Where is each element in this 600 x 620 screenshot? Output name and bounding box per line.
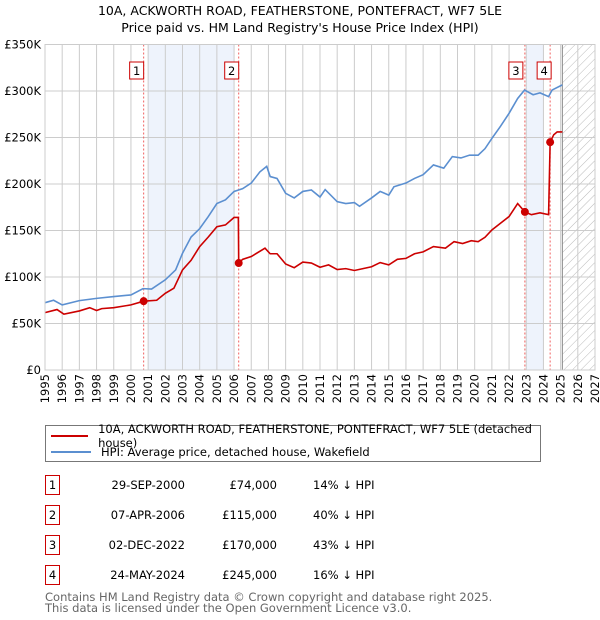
marker-badge: 1 <box>45 475 60 495</box>
hpi-diff: 43% ↓ HPI <box>313 538 375 552</box>
marker-box <box>508 61 524 80</box>
sale-date: 24-MAY-2024 <box>110 568 185 582</box>
x-tick-label: 2008 <box>261 374 275 403</box>
legend-swatch-blue <box>51 451 91 453</box>
x-tick-label: 1995 <box>38 374 52 403</box>
x-tick-label: 2006 <box>227 374 241 403</box>
x-tick-label: 2019 <box>451 374 465 403</box>
chart-subtitle: Price paid vs. HM Land Registry's House … <box>121 20 479 35</box>
footer-licence: This data is licensed under the Open Gov… <box>45 601 412 615</box>
sale-price: £74,000 <box>229 478 277 492</box>
legend-label: HPI: Average price, detached house, Wake… <box>101 445 370 459</box>
sale-price: £170,000 <box>222 538 277 552</box>
x-tick-label: 1996 <box>55 374 69 403</box>
footer-copyright: Contains HM Land Registry data © Crown c… <box>45 590 493 604</box>
marker-label: 1 <box>133 64 140 78</box>
x-tick-label: 2027 <box>588 374 600 403</box>
x-tick-label: 2003 <box>176 374 190 403</box>
legend-item-property: 10A, ACKWORTH ROAD, FEATHERSTONE, PONTEF… <box>46 422 540 450</box>
x-tick-label: 2025 <box>554 374 568 403</box>
chart-title: 10A, ACKWORTH ROAD, FEATHERSTONE, PONTEF… <box>97 3 503 18</box>
sale-price: £245,000 <box>222 568 277 582</box>
marker-label: 2 <box>228 64 235 78</box>
y-tick-label: £0 <box>26 363 41 377</box>
sale-marker-2: 2 <box>224 61 240 80</box>
x-tick-label: 2015 <box>382 374 396 403</box>
x-tick-label: 2011 <box>313 374 327 403</box>
y-tick-label: £300K <box>4 84 41 98</box>
x-tick-label: 2016 <box>399 374 413 403</box>
x-tick-label: 2001 <box>141 374 155 403</box>
sale-date: 02-DEC-2022 <box>108 538 185 552</box>
sale-marker-4: 4 <box>536 61 552 80</box>
x-tick-label: 1999 <box>107 374 121 403</box>
sale-marker-1: 1 <box>129 61 145 80</box>
sale-point <box>520 207 529 216</box>
x-tick-label: 1998 <box>90 374 104 403</box>
x-tick-label: 2023 <box>519 374 533 403</box>
plot-border <box>44 44 596 371</box>
sale-marker-3: 3 <box>508 61 524 80</box>
legend: 10A, ACKWORTH ROAD, FEATHERSTONE, PONTEF… <box>45 422 541 462</box>
legend-swatch-red <box>51 435 89 437</box>
x-tick-label: 2010 <box>296 374 310 403</box>
sale-point <box>139 297 148 306</box>
y-tick-label: £50K <box>12 317 42 331</box>
x-tick-label: 2009 <box>279 374 293 403</box>
x-tick-label: 2022 <box>502 374 516 403</box>
x-tick-label: 2014 <box>365 374 379 403</box>
y-tick-label: £200K <box>4 177 41 191</box>
price-line <box>44 131 563 316</box>
x-tick-label: 2024 <box>536 374 550 403</box>
marker-badge: 4 <box>45 565 60 585</box>
sale-point <box>546 138 555 147</box>
marker-label: 4 <box>540 64 547 78</box>
y-tick-label: £100K <box>4 270 41 284</box>
x-tick-label: 2017 <box>416 374 430 403</box>
hpi-diff: 40% ↓ HPI <box>313 508 375 522</box>
price-chart: 1995 1996 1997 1998 1999 2000 2001 2002 2003 2004… <box>4 38 600 404</box>
y-tick-label: £150K <box>4 224 41 238</box>
hpi-diff: 14% ↓ HPI <box>313 478 375 492</box>
hpi-diff: 16% ↓ HPI <box>313 568 375 582</box>
x-tick-label: 2013 <box>347 374 361 403</box>
x-tick-label: 2020 <box>468 374 482 403</box>
marker-badge: 2 <box>45 505 60 525</box>
sale-price: £115,000 <box>222 508 277 522</box>
x-tick-label: 2004 <box>193 374 207 403</box>
forecast-hatch <box>562 44 595 370</box>
sale-date: 29-SEP-2000 <box>111 478 185 492</box>
marker-badge: 3 <box>45 535 60 555</box>
shaded-period <box>526 44 544 370</box>
y-tick-label: £250K <box>4 131 41 145</box>
x-tick-label: 2000 <box>124 374 138 403</box>
hpi-line <box>44 84 563 306</box>
legend-item-hpi: HPI: Average price, detached house, Wake… <box>46 444 370 460</box>
x-tick-label: 2005 <box>210 374 224 403</box>
x-tick-label: 2021 <box>485 374 499 403</box>
x-tick-label: 2026 <box>571 374 585 403</box>
x-tick-label: 1997 <box>72 374 86 403</box>
x-tick-label: 2012 <box>330 374 344 403</box>
marker-box <box>536 61 552 80</box>
table-row: 2 07-APR-2006 £115,000 40% ↓ HPI <box>45 505 545 525</box>
shaded-period <box>148 44 235 370</box>
legend-label: 10A, ACKWORTH ROAD, FEATHERSTONE, PONTEF… <box>98 422 532 450</box>
marker-box <box>224 61 240 80</box>
x-tick-label: 2007 <box>244 374 258 403</box>
table-row: 4 24-MAY-2024 £245,000 16% ↓ HPI <box>45 565 545 585</box>
table-row: 3 02-DEC-2022 £170,000 43% ↓ HPI <box>45 535 545 555</box>
x-tick-label: 2002 <box>158 374 172 403</box>
sale-point <box>234 259 243 268</box>
sale-date: 07-APR-2006 <box>110 508 185 522</box>
marker-box <box>129 61 145 80</box>
table-row: 1 29-SEP-2000 £74,000 14% ↓ HPI <box>45 475 545 495</box>
y-tick-label: £350K <box>4 38 41 52</box>
marker-label: 3 <box>512 64 519 78</box>
x-tick-label: 2018 <box>433 374 447 403</box>
